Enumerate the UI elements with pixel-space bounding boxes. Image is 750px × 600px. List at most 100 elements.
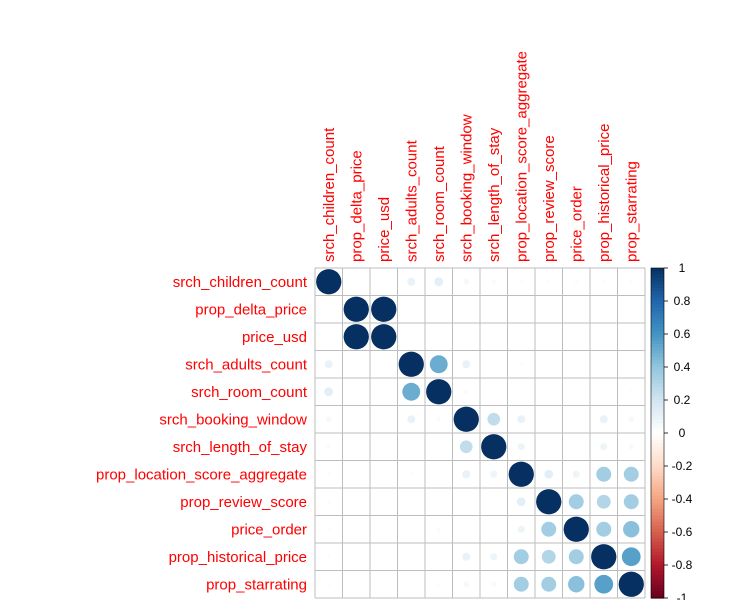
correlation-circle	[481, 434, 507, 460]
colorbar-tick-label: 0.6	[674, 327, 691, 341]
correlation-circle	[596, 494, 611, 509]
column-label: srch_adults_count	[403, 139, 420, 262]
row-label: prop_starrating	[206, 576, 307, 593]
colorbar-segment	[651, 334, 664, 338]
colorbar-segment	[651, 357, 664, 361]
colorbar-segment	[651, 317, 664, 322]
correlation-circle	[517, 443, 525, 451]
colorbar-segment	[651, 515, 664, 520]
correlation-circle	[572, 470, 580, 478]
colorbar-segment	[651, 353, 664, 358]
colorbar-segment	[651, 512, 664, 517]
colorbar-segment	[651, 492, 664, 497]
column-label: prop_review_score	[541, 135, 558, 262]
correlation-circle	[513, 576, 529, 592]
correlation-circle	[462, 552, 471, 561]
colorbar-segment	[651, 565, 664, 569]
correlation-circle	[462, 470, 471, 479]
colorbar-segment	[651, 390, 664, 394]
correlation-circle	[519, 362, 524, 367]
correlation-circle	[434, 277, 444, 287]
colorbar-segment	[651, 508, 664, 513]
colorbar-segment	[651, 429, 664, 434]
correlation-circle	[326, 527, 331, 532]
correlation-circle	[343, 296, 369, 322]
colorbar-segment	[651, 482, 664, 487]
colorbar-segment	[651, 320, 664, 325]
colorbar-tick-label: -1	[677, 591, 688, 600]
correlation-circle	[490, 470, 498, 478]
colorbar-tick-label: 0.8	[674, 294, 691, 308]
correlation-circle	[568, 494, 584, 510]
correlation-circle	[491, 279, 496, 284]
colorbar-tick-label: -0.2	[672, 459, 693, 473]
correlation-circle	[568, 549, 584, 565]
colorbar-segment	[651, 518, 664, 523]
column-label: srch_length_of_stay	[486, 127, 503, 262]
correlation-circle	[599, 415, 608, 424]
colorbar-tick-label: -0.8	[672, 558, 693, 572]
correlation-circle	[623, 521, 640, 538]
colorbar-segment	[651, 426, 664, 431]
row-label: srch_adults_count	[185, 356, 308, 373]
colorbar-segment	[651, 495, 664, 500]
correlation-circle	[574, 279, 579, 284]
colorbar-segment	[651, 297, 664, 302]
colorbar-segment	[651, 442, 664, 447]
colorbar-segment	[651, 548, 664, 553]
colorbar-segment	[651, 423, 664, 427]
row-label: srch_length_of_stay	[173, 439, 308, 456]
colorbar-segment	[651, 555, 664, 559]
correlation-circle	[513, 549, 529, 565]
correlation-circle	[436, 527, 441, 532]
correlation-circle	[621, 547, 641, 567]
colorbar-segment	[651, 376, 664, 381]
correlation-circle	[463, 581, 470, 588]
colorbar-segment	[651, 574, 664, 579]
correlation-circle	[324, 387, 334, 397]
colorbar-segment	[651, 472, 664, 477]
colorbar-segment	[651, 294, 664, 299]
colorbar-segment	[651, 307, 664, 312]
row-label: srch_booking_window	[159, 411, 307, 428]
colorbar-segment	[651, 347, 664, 352]
colorbar-segment	[651, 274, 664, 279]
colorbar-segment	[651, 462, 664, 467]
colorbar-segment	[651, 393, 664, 398]
colorbar-segment	[651, 436, 664, 441]
colorbar-segment	[651, 581, 664, 586]
correlation-circle	[536, 489, 562, 515]
colorbar-segment	[651, 439, 664, 444]
colorbar-segment	[651, 452, 664, 457]
colorbar-segment	[651, 373, 664, 378]
colorbar-segment	[651, 545, 664, 550]
correlation-circle	[326, 472, 331, 477]
colorbar-tick-label: 0	[679, 426, 686, 440]
colorbar-segment	[651, 284, 664, 289]
colorbar-segment	[651, 304, 664, 309]
correlation-circle	[326, 444, 331, 449]
colorbar-segment	[651, 416, 664, 421]
correlation-circle	[568, 576, 585, 593]
colorbar-tick-label: 0.2	[674, 393, 691, 407]
column-label: srch_children_count	[321, 127, 338, 262]
column-label: price_order	[568, 186, 585, 262]
colorbar-segment	[651, 489, 664, 493]
colorbar-segment	[651, 343, 664, 348]
correlation-circle	[544, 469, 554, 479]
correlation-circle	[436, 417, 441, 422]
colorbar-segment	[651, 578, 664, 583]
row-label: prop_historical_price	[169, 549, 307, 566]
colorbar-segment	[651, 499, 664, 503]
colorbar-segment	[651, 419, 664, 424]
correlation-circle	[402, 382, 421, 401]
colorbar-segment	[651, 386, 664, 391]
colorbar-tick-label: -0.6	[672, 525, 693, 539]
correlation-circle	[459, 440, 473, 454]
colorbar-segment	[651, 584, 664, 589]
correlation-circle	[436, 582, 441, 587]
colorbar-segment	[651, 535, 664, 540]
correlation-circle	[519, 279, 524, 284]
colorbar-segment	[651, 485, 664, 490]
row-label: prop_review_score	[180, 494, 307, 511]
